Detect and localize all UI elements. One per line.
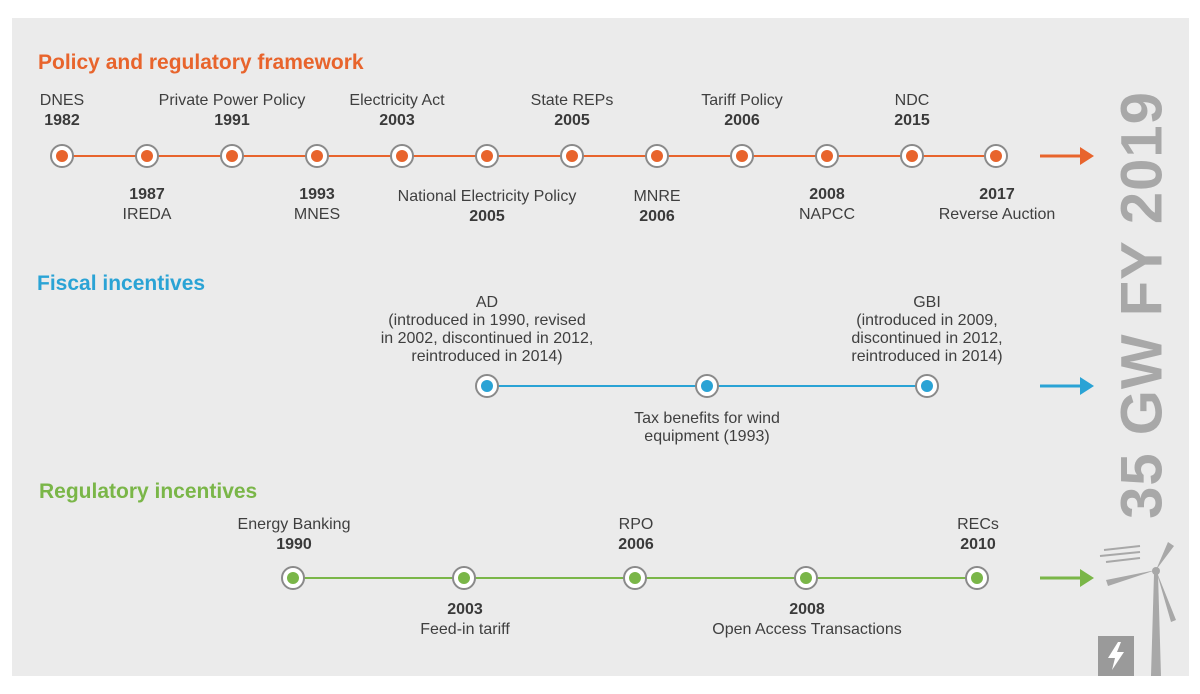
policy-node: [984, 144, 1008, 168]
policy-node: [390, 144, 414, 168]
policy-node: [50, 144, 74, 168]
regulatory-section-title: Regulatory incentives: [39, 480, 258, 503]
policy-arrow-icon: [1040, 147, 1094, 165]
policy-event-label: 2017 Reverse Auction: [938, 186, 1056, 223]
regulatory-event-label: Energy Banking 1990: [237, 516, 351, 553]
regulatory-node: [965, 566, 989, 590]
policy-event-label: 2008 NAPCC: [798, 186, 856, 223]
policy-node: [475, 144, 499, 168]
policy-event-label: MNRE 2006: [633, 188, 681, 225]
fiscal-event-label: GBI (introduced in 2009, discontinued in 2…: [851, 294, 1003, 365]
regulatory-event-label: RPO 2006: [618, 516, 654, 553]
policy-event-label: Electricity Act 2003: [349, 92, 445, 129]
policy-node: [900, 144, 924, 168]
side-title: 35 GW FY 2019: [1109, 91, 1175, 519]
policy-node: [305, 144, 329, 168]
policy-event-label: State REPs 2005: [530, 92, 614, 129]
fiscal-event-label: Tax benefits for wind equipment (1993): [634, 410, 780, 445]
policy-event-label: 1993 MNES: [293, 186, 341, 223]
power-lightning-icon: [1098, 636, 1134, 676]
policy-node: [645, 144, 669, 168]
fiscal-node: [915, 374, 939, 398]
wind-turbine-icon: [1099, 542, 1176, 676]
fiscal-event-label: AD (introduced in 1990, revised in 2002, d…: [380, 294, 594, 365]
policy-event-label: 1987 IREDA: [122, 186, 172, 223]
policy-node: [220, 144, 244, 168]
policy-event-label: NDC 2015: [894, 92, 930, 129]
policy-node: [815, 144, 839, 168]
fiscal-arrow-icon: [1040, 377, 1094, 395]
policy-node: [560, 144, 584, 168]
regulatory-node: [794, 566, 818, 590]
policy-timeline-line: [62, 155, 996, 157]
policy-event-label: Private Power Policy 1991: [158, 92, 306, 129]
policy-event-label: Tariff Policy 2006: [701, 92, 783, 129]
regulatory-arrow-icon: [1040, 569, 1094, 587]
fiscal-section-title: Fiscal incentives: [37, 272, 206, 295]
fiscal-node: [475, 374, 499, 398]
regulatory-node: [452, 566, 476, 590]
regulatory-node: [623, 566, 647, 590]
policy-event-label: DNES 1982: [39, 92, 85, 129]
regulatory-event-label: RECs 2010: [957, 516, 999, 553]
policy-node: [135, 144, 159, 168]
timeline-panel: [12, 18, 1189, 676]
policy-section-title: Policy and regulatory framework: [38, 51, 364, 74]
regulatory-event-label: 2003 Feed-in tariff: [420, 601, 510, 638]
fiscal-node: [695, 374, 719, 398]
regulatory-event-label: 2008 Open Access Transactions: [712, 601, 902, 638]
policy-node: [730, 144, 754, 168]
regulatory-node: [281, 566, 305, 590]
policy-event-label: National Electricity Policy 2005: [397, 188, 577, 225]
